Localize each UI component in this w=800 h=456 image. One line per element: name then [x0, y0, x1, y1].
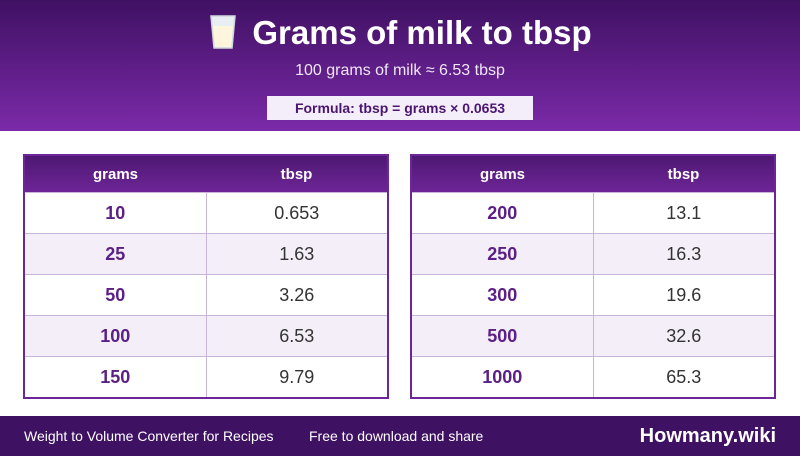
table-cell: 19.6 — [666, 284, 702, 305]
table-cell: 32.6 — [666, 325, 702, 346]
table-row: 500 32.6 — [412, 315, 774, 356]
table-cell: 100 — [25, 316, 207, 356]
table-cell: 150 — [25, 357, 207, 397]
table-cell: 1.63 — [279, 243, 315, 264]
header-row: grams tbsp — [25, 156, 387, 192]
table: grams tbsp 10 0.653 25 1.63 50 3.26 100 6.53 150 9.… — [23, 154, 389, 399]
header-row: grams tbsp — [412, 156, 774, 192]
table-row: 50 3.26 — [25, 274, 387, 315]
table-row: 200 13.1 — [412, 192, 774, 233]
table-cell: 65.3 — [666, 366, 702, 387]
table-cell: 6.53 — [279, 325, 315, 346]
subtitle: 100 grams of milk ≈ 6.53 tbsp — [295, 62, 505, 79]
table-row: 1000 65.3 — [412, 356, 774, 397]
formula: Formula: tbsp = grams × 0.0653 — [267, 96, 533, 120]
header-cell: tbsp — [667, 165, 700, 183]
table-cell: 250 — [412, 234, 594, 274]
footer-text: Free to download and share — [309, 428, 484, 444]
table-cell: 16.3 — [666, 243, 702, 264]
table-cell: 1000 — [412, 357, 594, 397]
title: Grams of milk to tbsp — [252, 14, 592, 51]
table-cell: 9.79 — [279, 366, 315, 387]
table: grams tbsp 200 13.1 250 16.3 300 19.6 500 32.6 100… — [410, 154, 776, 399]
footer-text: Weight to Volume Converter for Recipes — [24, 428, 274, 444]
table-row: 300 19.6 — [412, 274, 774, 315]
table-row: 100 6.53 — [25, 315, 387, 356]
brand[interactable]: Howmany.wiki — [639, 425, 776, 447]
header-cell: tbsp — [280, 165, 313, 183]
table-cell: 50 — [25, 275, 207, 315]
title-row: Grams of milk to tbsp — [0, 14, 800, 52]
table-cell: 10 — [25, 193, 207, 233]
header-cell: grams — [479, 165, 526, 183]
table-cell: 3.26 — [279, 284, 315, 305]
table-cell: 13.1 — [666, 202, 702, 223]
table-row: 150 9.79 — [25, 356, 387, 397]
milk-icon — [210, 15, 237, 49]
table-cell: 0.653 — [274, 202, 320, 223]
table-cell: 500 — [412, 316, 594, 356]
header-cell: grams — [92, 165, 139, 183]
header: Grams of milk to tbsp 100 grams of milk … — [0, 0, 800, 131]
table-row: 250 16.3 — [412, 233, 774, 274]
table-cell: 300 — [412, 275, 594, 315]
table-cell: 25 — [25, 234, 207, 274]
footer: Weight to Volume Converter for Recipes F… — [0, 416, 800, 456]
table-row: 25 1.63 — [25, 233, 387, 274]
table-row: 10 0.653 — [25, 192, 387, 233]
table-cell: 200 — [412, 193, 594, 233]
